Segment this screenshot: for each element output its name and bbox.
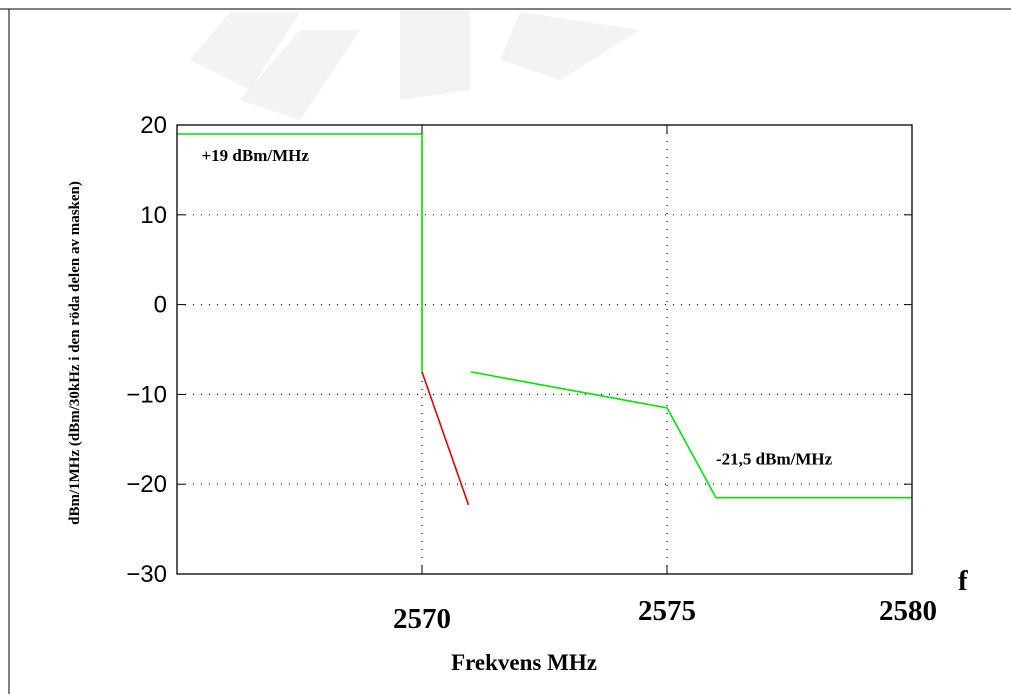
series-layer <box>177 133 912 506</box>
series-line-3 <box>421 371 470 506</box>
x-tick-labels: 2570 2575 2580 <box>393 595 937 635</box>
grid <box>177 125 912 574</box>
y-axis-label: dBm/1MHz (dBm/30kHz i den röda delen av … <box>67 181 83 525</box>
x-tick-label: 2575 <box>638 595 696 627</box>
y-tick-label: 0 <box>154 292 167 319</box>
x-axis-label: Frekvens MHz <box>451 650 597 675</box>
annotations: +19 dBm/MHz -21,5 dBm/MHz <box>202 146 833 469</box>
y-tick-label: −20 <box>126 471 167 498</box>
series-line-1 <box>177 133 423 372</box>
x-tick-label: 2570 <box>393 603 451 635</box>
series-line-2 <box>470 371 912 499</box>
y-tick-label: 10 <box>140 202 167 229</box>
x-tick-label: 2580 <box>879 595 937 627</box>
y-tick-label: −30 <box>126 561 167 588</box>
y-tick-labels: 20 10 0 −10 −20 −30 <box>126 112 167 588</box>
y-tick-label: 20 <box>140 112 167 139</box>
annotation-label: +19 dBm/MHz <box>202 146 310 165</box>
y-tick-label: −10 <box>126 381 167 408</box>
watermark <box>190 10 640 120</box>
x-axis-end-label: f <box>958 565 968 597</box>
annotation-label: -21,5 dBm/MHz <box>716 449 833 468</box>
ticks <box>177 124 913 575</box>
plot-area <box>176 124 913 575</box>
